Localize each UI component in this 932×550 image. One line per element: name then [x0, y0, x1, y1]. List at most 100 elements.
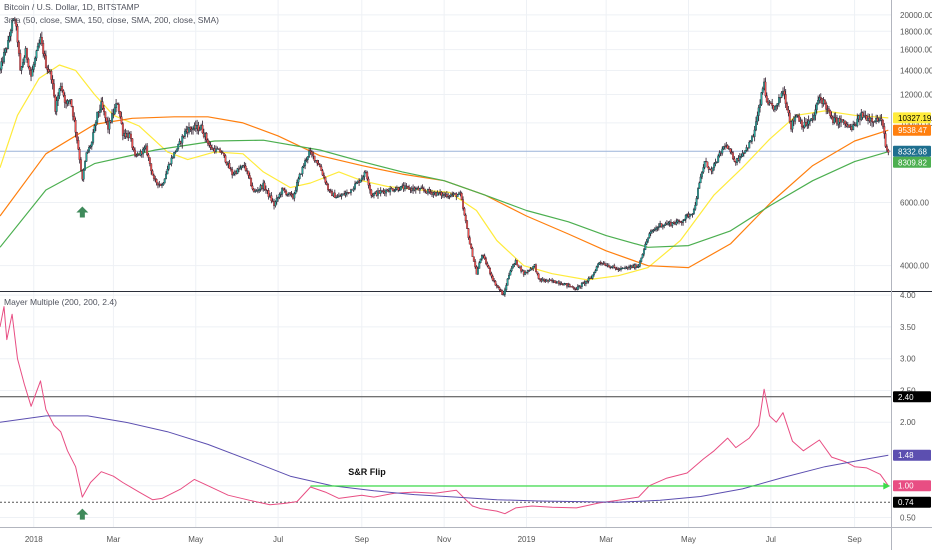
candle-down [603, 263, 606, 266]
candle-up [174, 151, 177, 153]
candle-up [684, 215, 687, 220]
candle-down [886, 146, 888, 151]
candle-down [320, 166, 323, 171]
candle-down [47, 69, 50, 72]
price-pane-title: Bitcoin / U.S. Dollar, 1D, BITSTAMP [4, 2, 140, 12]
candle-up [398, 189, 401, 192]
candle-down [497, 285, 500, 288]
candle-down [861, 112, 864, 118]
candle-down [460, 193, 463, 200]
candle-up [645, 241, 648, 245]
candle-up [813, 115, 816, 120]
candle-up [169, 163, 172, 165]
candle-down [825, 103, 828, 110]
candle-down [796, 114, 799, 117]
candle-down [422, 188, 425, 191]
candle-up [57, 95, 60, 101]
sr-flip-arrowhead [883, 482, 891, 490]
candle-down [132, 147, 135, 151]
candle-up [713, 163, 716, 168]
candle-up [773, 105, 776, 110]
price-axis-value-badge [893, 112, 931, 124]
candle-down [131, 138, 134, 148]
sma-200-line [0, 139, 889, 248]
price-axis-value-label: 8332.68 [898, 147, 927, 156]
candle-down [76, 132, 78, 141]
candle-up [385, 189, 388, 194]
candle-up [67, 100, 70, 102]
candle-down [26, 48, 28, 60]
candle-down [77, 140, 80, 150]
candle-down [70, 99, 73, 107]
candle-down [16, 26, 19, 43]
candle-up [753, 129, 756, 137]
candle-up [682, 220, 685, 223]
candle-up [275, 197, 278, 203]
candle-down [705, 161, 708, 163]
candle-up [479, 258, 482, 263]
candle-down [482, 255, 485, 257]
candle-up [232, 173, 235, 176]
candle-down [871, 118, 874, 122]
candle-up [181, 135, 184, 144]
candle-up [507, 275, 510, 280]
candle-up [35, 50, 38, 59]
candle-down [428, 189, 431, 192]
candle-down [318, 164, 321, 167]
candle-down [135, 155, 138, 157]
candle-down [121, 123, 124, 136]
time-axis-tick-label: Mar [599, 535, 613, 544]
candle-up [744, 150, 747, 154]
candle-down [586, 280, 589, 282]
candle-up [11, 20, 14, 31]
candle-up [94, 122, 97, 126]
candle-down [267, 190, 270, 197]
candle-down [470, 244, 473, 249]
candle-down [876, 118, 879, 122]
candle-up [638, 261, 641, 267]
sr-flip-annotation[interactable]: S&R Flip [348, 467, 386, 477]
candle-down [146, 145, 149, 156]
candle-up [776, 103, 779, 106]
candle-up [0, 69, 1, 71]
candle-up [82, 170, 85, 180]
candle-up [657, 226, 660, 228]
candle-up [92, 132, 95, 143]
candle-down [221, 152, 224, 154]
candle-down [271, 200, 274, 202]
candle-up [655, 227, 658, 230]
candle-down [250, 177, 253, 187]
candle-up [780, 92, 783, 98]
candle-down [783, 90, 786, 95]
candle-up [279, 193, 282, 196]
candle-down [557, 281, 560, 284]
candle-up [711, 167, 714, 172]
candle-down [819, 97, 822, 99]
candle-up [580, 283, 583, 287]
candle-up [302, 165, 305, 168]
candle-up [394, 189, 397, 191]
candle-down [201, 125, 204, 134]
candle-up [694, 205, 697, 210]
candle-up [757, 107, 760, 116]
candle-up [111, 113, 114, 123]
candle-down [448, 196, 451, 198]
candle-up [354, 183, 357, 189]
candle-up [745, 147, 748, 151]
candle-up [98, 109, 101, 113]
candle-down [51, 79, 54, 84]
candle-up [177, 143, 180, 149]
candle-down [537, 273, 540, 279]
candle-down [494, 280, 497, 286]
candle-up [21, 62, 24, 67]
candle-up [718, 152, 721, 157]
candle-up [791, 120, 794, 130]
time-axis-tick-label: Jul [273, 535, 283, 544]
candle-up [301, 166, 304, 175]
candle-down [270, 195, 273, 202]
price-axis-tick-label: 4000.00 [900, 262, 929, 271]
candle-down [490, 273, 493, 277]
candle-up [701, 171, 703, 178]
indicator-axis-value-label: 1.00 [898, 482, 914, 491]
